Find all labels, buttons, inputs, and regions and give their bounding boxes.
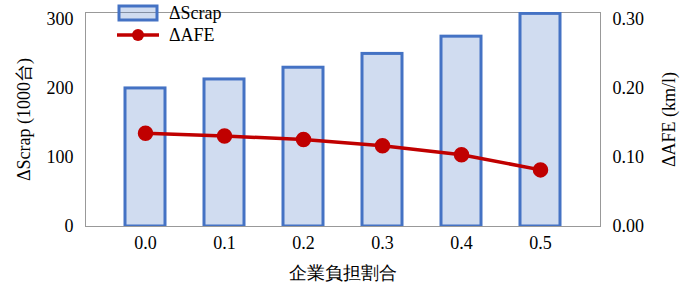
html-text:ΔAFE: ΔAFE: [169, 25, 215, 45]
svg-text:0: 0: [65, 216, 74, 236]
svg-text:企業負担割合: 企業負担割合: [289, 263, 397, 283]
html-text:ΔScrap: ΔScrap: [169, 3, 222, 23]
svg-text:200: 200: [47, 78, 74, 98]
svg-text:0.3: 0.3: [371, 233, 394, 253]
svg-text:100: 100: [47, 147, 74, 167]
svg-text:0.10: 0.10: [613, 147, 645, 167]
svg-text:300: 300: [47, 9, 74, 29]
svg-text:0.00: 0.00: [613, 216, 645, 236]
svg-text:0.30: 0.30: [613, 9, 645, 29]
svg-text:0.4: 0.4: [450, 233, 473, 253]
svg-text:0.5: 0.5: [529, 233, 552, 253]
svg-text:0.1: 0.1: [213, 233, 236, 253]
svg-text:ΔAFE (km/l): ΔAFE (km/l): [659, 72, 680, 167]
svg-text:0.20: 0.20: [613, 78, 645, 98]
svg-text:ΔScrap (1000台): ΔScrap (1000台): [14, 58, 35, 181]
svg-text:0.2: 0.2: [292, 233, 315, 253]
svg-text:0.0: 0.0: [134, 233, 157, 253]
